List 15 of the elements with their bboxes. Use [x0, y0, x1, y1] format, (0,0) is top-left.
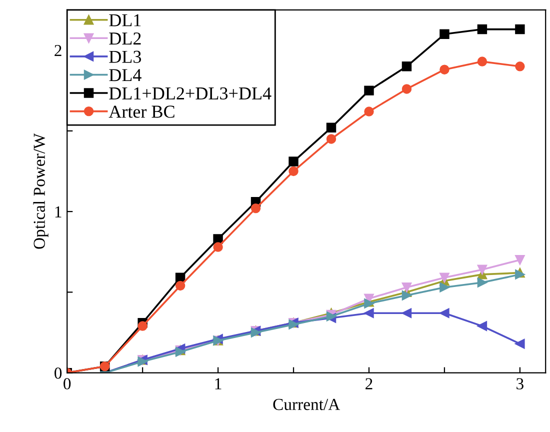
x-tick-label: 2	[366, 378, 372, 390]
y-tick-label: 0	[54, 368, 62, 379]
y-axis-title: Optical Power/W	[33, 133, 48, 249]
legend-label: DL3	[109, 50, 142, 63]
x-tick-label: 0	[64, 378, 71, 390]
legend-label: DL1	[109, 14, 141, 26]
y-tick-label: 1	[55, 206, 62, 218]
x-axis-title: Current/A	[273, 398, 340, 410]
x-tick-label: 1	[215, 378, 222, 390]
legend-label: DL4	[109, 69, 142, 82]
x-tick-label: 3	[516, 378, 524, 390]
legend-label: DL2	[109, 32, 141, 45]
legend-label: DL1+DL2+DL3+DL4	[109, 87, 272, 100]
legend-label: Arter BC	[108, 106, 174, 118]
y-tick-label: 2	[54, 45, 62, 56]
